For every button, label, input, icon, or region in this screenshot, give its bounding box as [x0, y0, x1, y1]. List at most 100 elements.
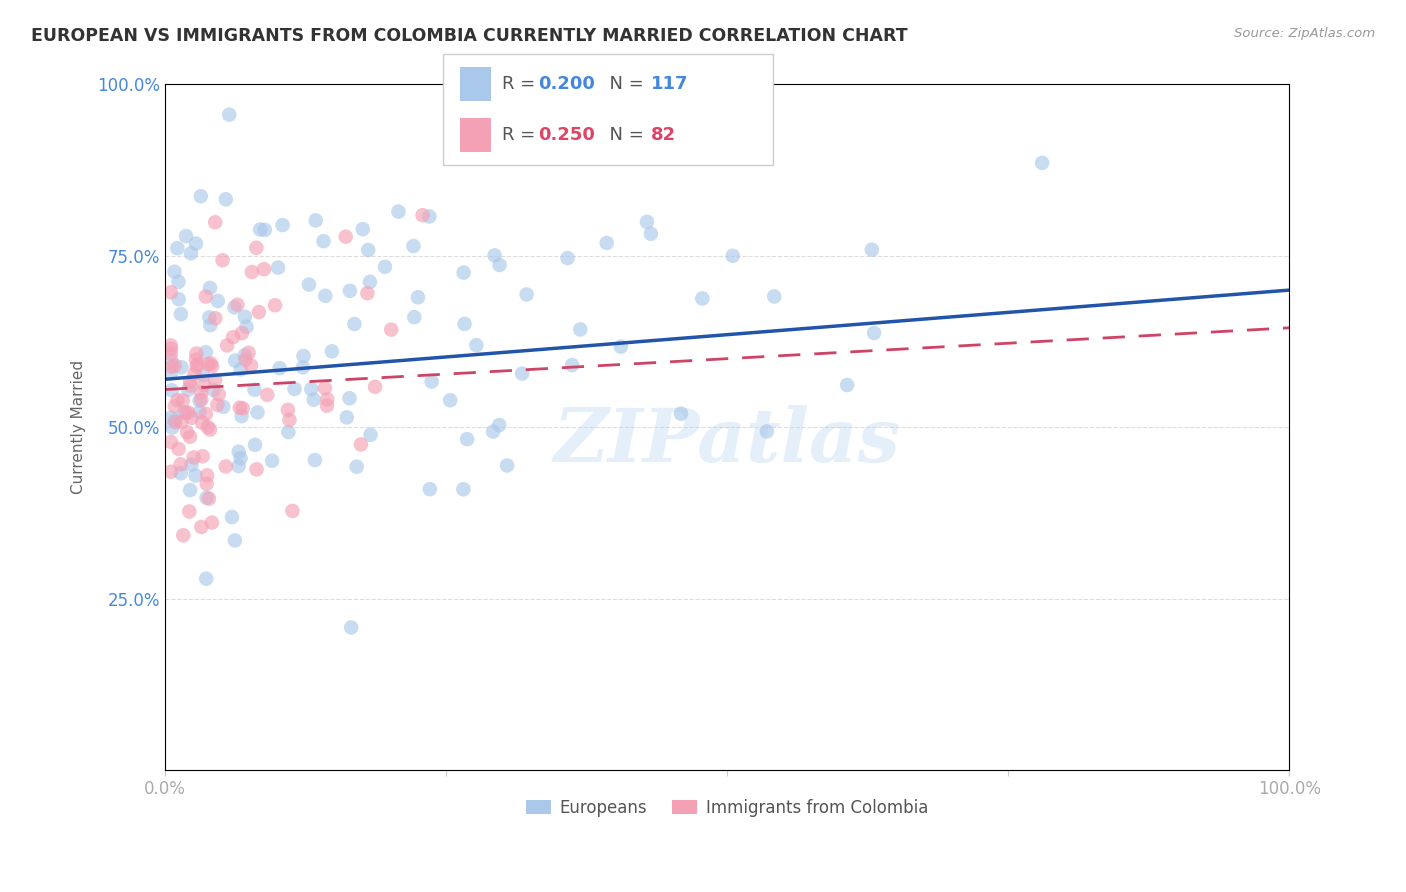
Point [201, 516, 224, 530]
Point [183, 367, 205, 381]
Point [160, 359, 183, 374]
Point [160, 383, 183, 397]
Point [262, 454, 284, 468]
Point [190, 385, 212, 400]
Point [253, 223, 276, 237]
Text: 0.200: 0.200 [538, 75, 595, 93]
Point [245, 462, 267, 476]
Point [184, 236, 207, 251]
Point [267, 260, 290, 275]
Point [212, 400, 235, 414]
Point [243, 438, 266, 452]
Point [557, 251, 579, 265]
Point [179, 430, 201, 444]
Point [312, 234, 335, 248]
Point [201, 359, 224, 373]
Point [167, 292, 190, 306]
Point [188, 393, 211, 408]
Point [453, 266, 475, 280]
Text: ZIPatlas: ZIPatlas [554, 405, 901, 477]
Point [418, 210, 440, 224]
Point [172, 528, 194, 542]
Point [837, 378, 859, 392]
Point [360, 427, 382, 442]
Point [304, 453, 326, 467]
Point [488, 418, 510, 433]
Point [387, 204, 409, 219]
Point [191, 368, 214, 383]
Point [281, 504, 304, 518]
Point [184, 352, 207, 367]
Point [188, 405, 211, 419]
Point [204, 311, 226, 326]
Point [167, 275, 190, 289]
Point [488, 258, 510, 272]
Point [179, 504, 201, 518]
Point [207, 398, 229, 412]
Point [191, 416, 214, 430]
Point [195, 572, 218, 586]
Point [264, 298, 287, 312]
Point [172, 393, 194, 408]
Point [190, 189, 212, 203]
Point [299, 382, 322, 396]
Point [160, 338, 183, 352]
Point [204, 215, 226, 229]
Text: N =: N = [598, 75, 650, 93]
Point [228, 458, 250, 473]
Point [190, 520, 212, 534]
Point [186, 346, 208, 360]
Point [496, 458, 519, 473]
Point [160, 347, 183, 361]
Point [160, 367, 183, 381]
Point [180, 378, 202, 392]
Point [170, 467, 193, 481]
Point [194, 345, 217, 359]
Point [226, 298, 249, 312]
Point [228, 444, 250, 458]
Point [218, 108, 240, 122]
Point [636, 215, 658, 229]
Point [211, 253, 233, 268]
Point [253, 262, 276, 277]
Point [669, 407, 692, 421]
Point [198, 281, 221, 295]
Point [343, 317, 366, 331]
Point [277, 425, 299, 439]
Text: N =: N = [598, 126, 650, 144]
Point [271, 218, 294, 232]
Point [193, 378, 215, 392]
Point [484, 248, 506, 262]
Point [177, 383, 200, 397]
Point [162, 420, 184, 434]
Text: 82: 82 [651, 126, 676, 144]
Point [755, 425, 778, 439]
Point [256, 388, 278, 402]
Point [412, 208, 434, 222]
Point [302, 392, 325, 407]
Point [246, 405, 269, 419]
Point [221, 510, 243, 524]
Point [170, 307, 193, 321]
Point [863, 326, 886, 340]
Point [180, 410, 202, 425]
Point [453, 483, 475, 497]
Point [195, 468, 218, 483]
Point [163, 413, 186, 427]
Point [406, 290, 429, 304]
Point [314, 289, 336, 303]
Point [763, 289, 786, 303]
Point [160, 342, 183, 356]
Text: 117: 117 [651, 75, 689, 93]
Point [240, 265, 263, 279]
Point [336, 410, 359, 425]
Point [222, 330, 245, 344]
Point [207, 293, 229, 308]
Point [235, 319, 257, 334]
Point [640, 227, 662, 241]
Point [350, 437, 373, 451]
Point [166, 241, 188, 255]
Point [510, 367, 533, 381]
Point [170, 360, 193, 375]
Point [224, 300, 246, 314]
